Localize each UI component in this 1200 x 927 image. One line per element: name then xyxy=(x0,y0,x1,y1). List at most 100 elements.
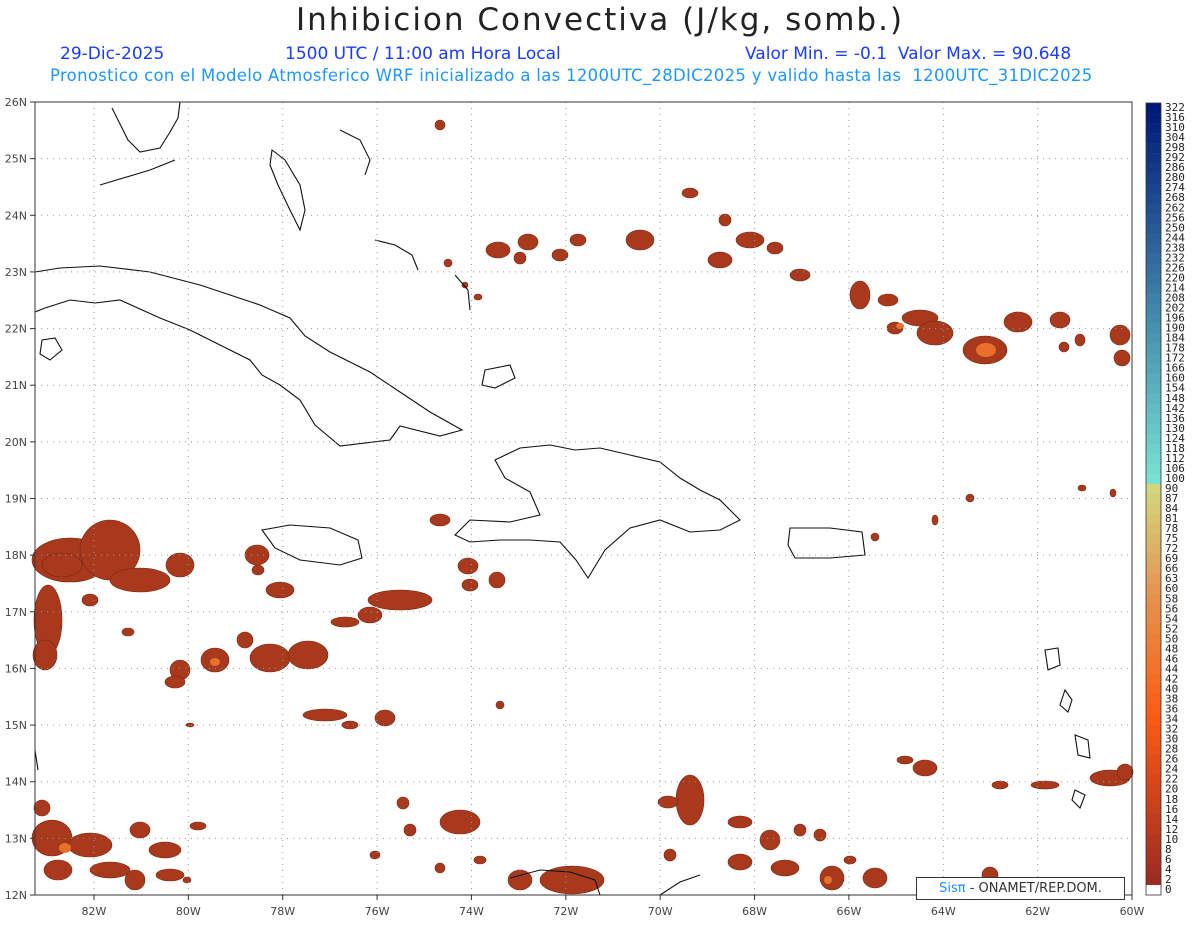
lat-label: 22N xyxy=(5,323,27,336)
lat-label: 15N xyxy=(5,719,27,732)
colorbar-label: 52 xyxy=(1165,622,1178,635)
colorbar-label: 69 xyxy=(1165,552,1178,565)
colorbar-label: 148 xyxy=(1165,392,1185,405)
colorbar-swatch xyxy=(1146,303,1161,314)
colorbar-swatch xyxy=(1146,363,1161,374)
colorbar-swatch xyxy=(1146,804,1161,816)
colorbar-label: 2 xyxy=(1165,873,1172,886)
lat-label: 26N xyxy=(5,96,27,109)
colorbar-swatch xyxy=(1146,413,1161,425)
colorbar-label: 60 xyxy=(1165,582,1178,595)
axis-labels: 26N 25N 24N 23N 22N 21N 20N 19N 18N 17N 16N 15N 14N 1… xyxy=(5,96,1145,918)
colorbar-label: 220 xyxy=(1165,271,1185,284)
colorbar-label: 42 xyxy=(1165,672,1178,685)
lon-label: 60W xyxy=(1120,905,1145,918)
lat-label: 24N xyxy=(5,209,27,222)
colorbar-label: 22 xyxy=(1165,773,1178,786)
colorbar-swatch xyxy=(1146,504,1161,515)
colorbar-label: 34 xyxy=(1165,713,1179,726)
colorbar-label: 16 xyxy=(1165,803,1178,816)
lon-label: 64W xyxy=(931,905,956,918)
lat-label: 12N xyxy=(5,889,27,902)
colorbar-swatch xyxy=(1146,754,1161,765)
colorbar-label: 58 xyxy=(1165,592,1178,605)
colorbar-label: 90 xyxy=(1165,482,1178,495)
colorbar-frame xyxy=(1145,102,1162,896)
coastline-9 xyxy=(454,444,741,580)
lat-label: 20N xyxy=(5,436,27,449)
lat-label: 17N xyxy=(5,606,27,619)
colorbar-swatch xyxy=(1146,173,1161,184)
colorbar-label: 14 xyxy=(1165,813,1179,826)
lon-label: 78W xyxy=(270,905,295,918)
colorbar-swatch xyxy=(1146,343,1161,354)
colorbar-label: 304 xyxy=(1165,131,1185,144)
colorbar-swatch xyxy=(1146,784,1161,796)
cin-shading-layer xyxy=(31,119,1134,895)
colorbar-label: 226 xyxy=(1165,261,1185,274)
colorbar-label: 50 xyxy=(1165,632,1178,645)
lon-label: 72W xyxy=(553,905,578,918)
colorbar-swatch xyxy=(1146,373,1161,385)
value-range: Valor Min. = -0.1 Valor Max. = 90.648 xyxy=(745,44,1072,64)
colorbar-swatch xyxy=(1146,524,1161,535)
colorbar-swatch xyxy=(1146,143,1161,154)
colorbar-swatch xyxy=(1146,403,1161,415)
lon-label: 62W xyxy=(1025,905,1050,918)
colorbar-swatch xyxy=(1146,333,1161,344)
colorbar-swatch xyxy=(1146,584,1161,595)
lon-label: 70W xyxy=(648,905,673,918)
colorbar-swatch xyxy=(1146,453,1161,465)
colorbar-swatch xyxy=(1146,243,1161,254)
colorbar-swatch xyxy=(1146,483,1161,495)
colorbar-label: 81 xyxy=(1165,512,1178,525)
lat-label: 19N xyxy=(5,493,27,506)
colorbar-label: 63 xyxy=(1165,572,1178,585)
forecast-date: 29-Dic-2025 xyxy=(60,44,165,64)
colorbar-label: 250 xyxy=(1165,221,1185,234)
colorbar-swatch xyxy=(1146,684,1161,695)
colorbar-swatch xyxy=(1146,714,1161,725)
colorbar-label: 24 xyxy=(1165,763,1179,776)
coastline-2 xyxy=(34,265,464,447)
lon-label: 80W xyxy=(176,905,201,918)
map-title: Inhibicion Convectiva (J/kg, somb.) xyxy=(295,2,905,38)
colorbar-swatch xyxy=(1146,634,1161,645)
colorbar-swatch xyxy=(1146,764,1161,775)
colorbar: 3223163103042982922862802742682622562502… xyxy=(1145,101,1185,896)
colorbar-label: 106 xyxy=(1165,462,1185,475)
colorbar-label: 84 xyxy=(1165,502,1179,515)
coastline-11 xyxy=(787,527,866,559)
colorbar-swatch xyxy=(1146,253,1161,264)
colorbar-label: 202 xyxy=(1165,302,1185,315)
colorbar-swatch xyxy=(1146,834,1161,846)
lat-label: 25N xyxy=(5,153,27,166)
colorbar-label: 154 xyxy=(1165,382,1185,395)
colorbar-label: 292 xyxy=(1165,151,1185,164)
colorbar-swatch xyxy=(1146,854,1161,866)
colorbar-swatch xyxy=(1146,153,1161,164)
colorbar-label: 256 xyxy=(1165,211,1185,224)
credit-logo: Sisπ - ONAMET/REP.DOM. xyxy=(916,877,1125,900)
colorbar-label: 286 xyxy=(1165,161,1185,174)
colorbar-label: 54 xyxy=(1165,612,1179,625)
colorbar-label: 172 xyxy=(1165,352,1185,365)
colorbar-swatch xyxy=(1146,463,1161,475)
colorbar-label: 196 xyxy=(1165,312,1185,325)
colorbar-swatch xyxy=(1146,644,1161,655)
colorbar-swatch xyxy=(1146,534,1161,545)
lat-label: 13N xyxy=(5,832,27,845)
colorbar-swatch xyxy=(1146,744,1161,755)
colorbar-label: 268 xyxy=(1165,191,1185,204)
colorbar-label: 30 xyxy=(1165,733,1178,746)
colorbar-label: 160 xyxy=(1165,372,1185,385)
colorbar-swatch xyxy=(1146,604,1161,615)
colorbar-label: 118 xyxy=(1165,442,1185,455)
colorbar-swatch xyxy=(1146,163,1161,174)
coastlines xyxy=(34,101,1091,896)
colorbar-swatch xyxy=(1146,774,1161,786)
colorbar-label: 38 xyxy=(1165,693,1178,706)
colorbar-label: 32 xyxy=(1165,723,1178,736)
colorbar-swatch xyxy=(1146,103,1161,114)
